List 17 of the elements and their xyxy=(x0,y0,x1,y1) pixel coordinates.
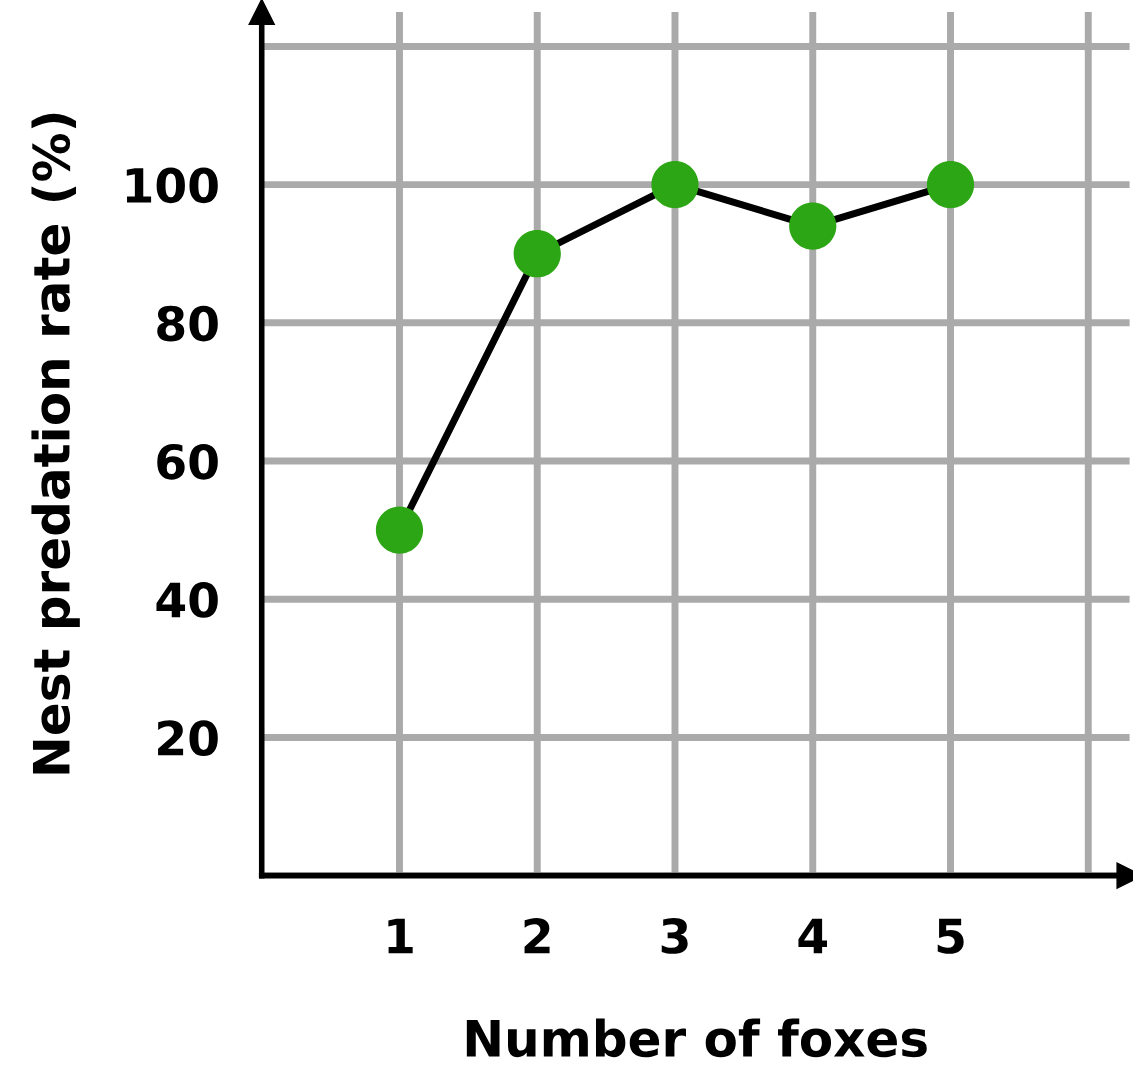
y-tick-label: 40 xyxy=(156,582,218,618)
x-tick-label: 1 xyxy=(388,918,413,954)
y-axis-title: Nest predation rate (%) xyxy=(31,113,80,774)
x-tick-label: 3 xyxy=(661,918,688,954)
y-tick-label: 100 xyxy=(126,167,218,204)
point xyxy=(926,161,975,209)
x-tick-label: 4 xyxy=(798,918,828,954)
point xyxy=(513,230,561,278)
point xyxy=(789,202,837,250)
point xyxy=(651,161,699,209)
y-tick-label: 60 xyxy=(157,443,218,480)
point xyxy=(375,506,424,554)
x-tick-label: 5 xyxy=(937,918,964,954)
x-axis-title: Number of foxes xyxy=(466,1018,927,1058)
x-tick-label: 2 xyxy=(524,918,550,954)
y-tick-label: 20 xyxy=(158,720,218,757)
y-tick-label: 80 xyxy=(157,305,218,342)
